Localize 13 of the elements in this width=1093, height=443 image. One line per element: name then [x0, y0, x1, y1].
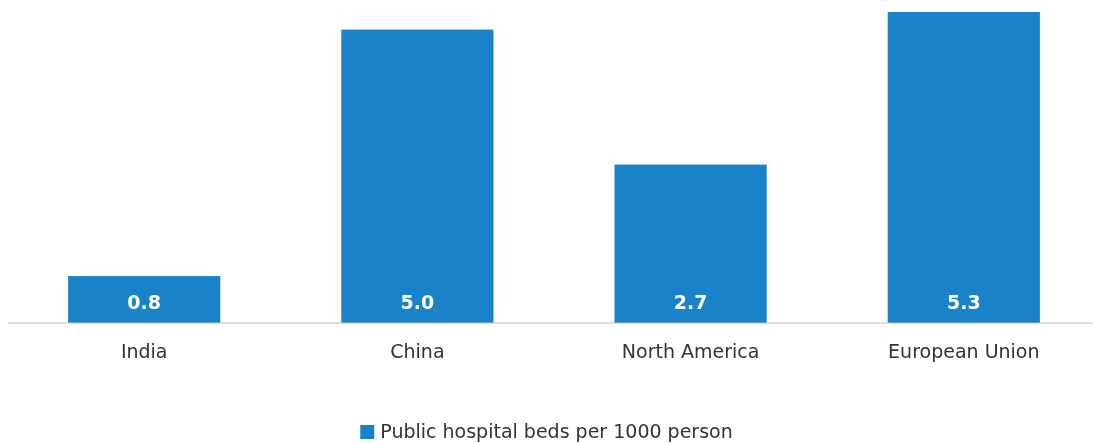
data-label: 0.8 — [127, 291, 162, 313]
bar — [887, 12, 1040, 323]
data-label: 5.3 — [946, 291, 981, 313]
x-tick-label: India — [120, 340, 168, 363]
x-tick-label: China — [390, 340, 445, 363]
data-label: 2.7 — [673, 291, 708, 313]
bar — [341, 29, 494, 323]
bar — [614, 164, 767, 323]
data-label: 5.0 — [400, 291, 435, 313]
x-tick-label: North America — [621, 340, 760, 363]
bar — [68, 276, 221, 323]
x-tick-label: European Union — [888, 340, 1040, 363]
legend-label: Public hospital beds per 1000 person — [380, 420, 733, 442]
